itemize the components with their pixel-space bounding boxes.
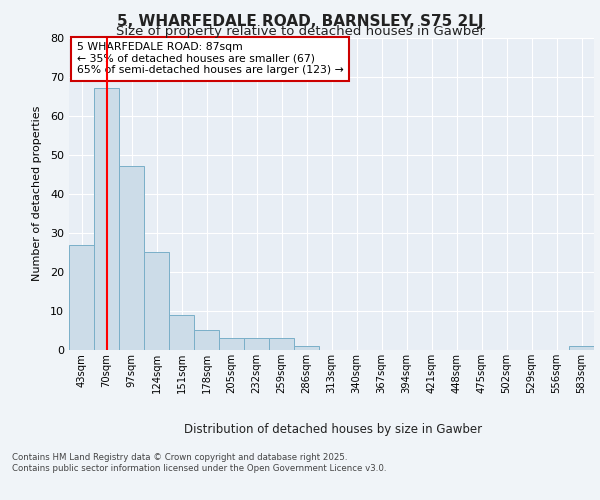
Text: 5 WHARFEDALE ROAD: 87sqm
← 35% of detached houses are smaller (67)
65% of semi-d: 5 WHARFEDALE ROAD: 87sqm ← 35% of detach…	[77, 42, 344, 76]
Bar	[69, 244, 94, 350]
Bar	[194, 330, 219, 350]
Bar	[269, 338, 294, 350]
Text: 5, WHARFEDALE ROAD, BARNSLEY, S75 2LJ: 5, WHARFEDALE ROAD, BARNSLEY, S75 2LJ	[117, 14, 483, 29]
Bar	[144, 252, 169, 350]
Bar	[244, 338, 269, 350]
Bar	[119, 166, 144, 350]
Bar	[219, 338, 244, 350]
Bar	[94, 88, 119, 350]
Bar	[169, 315, 194, 350]
Bar	[569, 346, 594, 350]
Y-axis label: Number of detached properties: Number of detached properties	[32, 106, 41, 282]
Bar	[294, 346, 319, 350]
Text: Distribution of detached houses by size in Gawber: Distribution of detached houses by size …	[184, 422, 482, 436]
Text: Size of property relative to detached houses in Gawber: Size of property relative to detached ho…	[115, 25, 485, 38]
Text: Contains HM Land Registry data © Crown copyright and database right 2025.
Contai: Contains HM Land Registry data © Crown c…	[12, 452, 386, 473]
